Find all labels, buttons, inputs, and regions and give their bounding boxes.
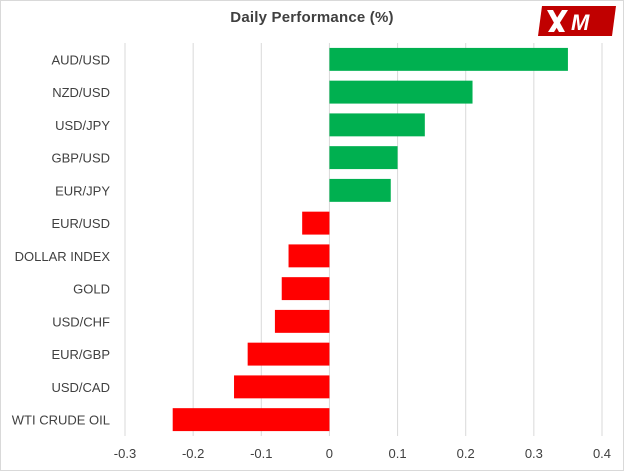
bar (172, 408, 330, 432)
x-tick-label: 0.4 (593, 446, 611, 461)
category-label: EUR/USD (51, 216, 110, 231)
bar (329, 146, 398, 170)
x-tick-label: 0.3 (525, 446, 543, 461)
bar (234, 375, 330, 399)
category-label: AUD/USD (51, 52, 110, 67)
svg-text:M: M (571, 10, 590, 35)
bar (281, 277, 330, 301)
bar (302, 211, 330, 235)
category-label: GBP/USD (51, 151, 110, 166)
category-label: EUR/JPY (55, 183, 110, 198)
gridlines (124, 43, 603, 436)
x-tick-label: -0.2 (182, 446, 204, 461)
bar (329, 47, 568, 71)
bar (274, 309, 330, 333)
bar (247, 342, 330, 366)
x-tick-label: 0.2 (457, 446, 475, 461)
bars (172, 47, 568, 432)
xm-logo: M (538, 4, 618, 43)
chart-title: Daily Performance (%) (230, 9, 394, 26)
x-axis-tick-labels: -0.3 -0.2 -0.1 0 0.1 0.2 0.3 0.4 (114, 446, 611, 461)
x-tick-label: -0.3 (114, 446, 136, 461)
x-tick-label: 0.1 (389, 446, 407, 461)
x-tick-label: 0 (326, 446, 333, 461)
bar (329, 80, 473, 104)
bar (288, 244, 330, 268)
category-label: DOLLAR INDEX (15, 249, 111, 264)
category-label: USD/CAD (51, 380, 110, 395)
bar (329, 113, 425, 137)
category-label: GOLD (73, 282, 110, 297)
bar (329, 178, 391, 202)
category-label: EUR/GBP (51, 347, 110, 362)
category-label: NZD/USD (52, 85, 110, 100)
category-labels: AUD/USD NZD/USD USD/JPY GBP/USD EUR/JPY EUR/U… (12, 52, 111, 427)
category-label: WTI CRUDE OIL (12, 413, 110, 428)
x-tick-label: -0.1 (250, 446, 272, 461)
category-label: USD/CHF (52, 314, 110, 329)
category-label: USD/JPY (55, 118, 110, 133)
